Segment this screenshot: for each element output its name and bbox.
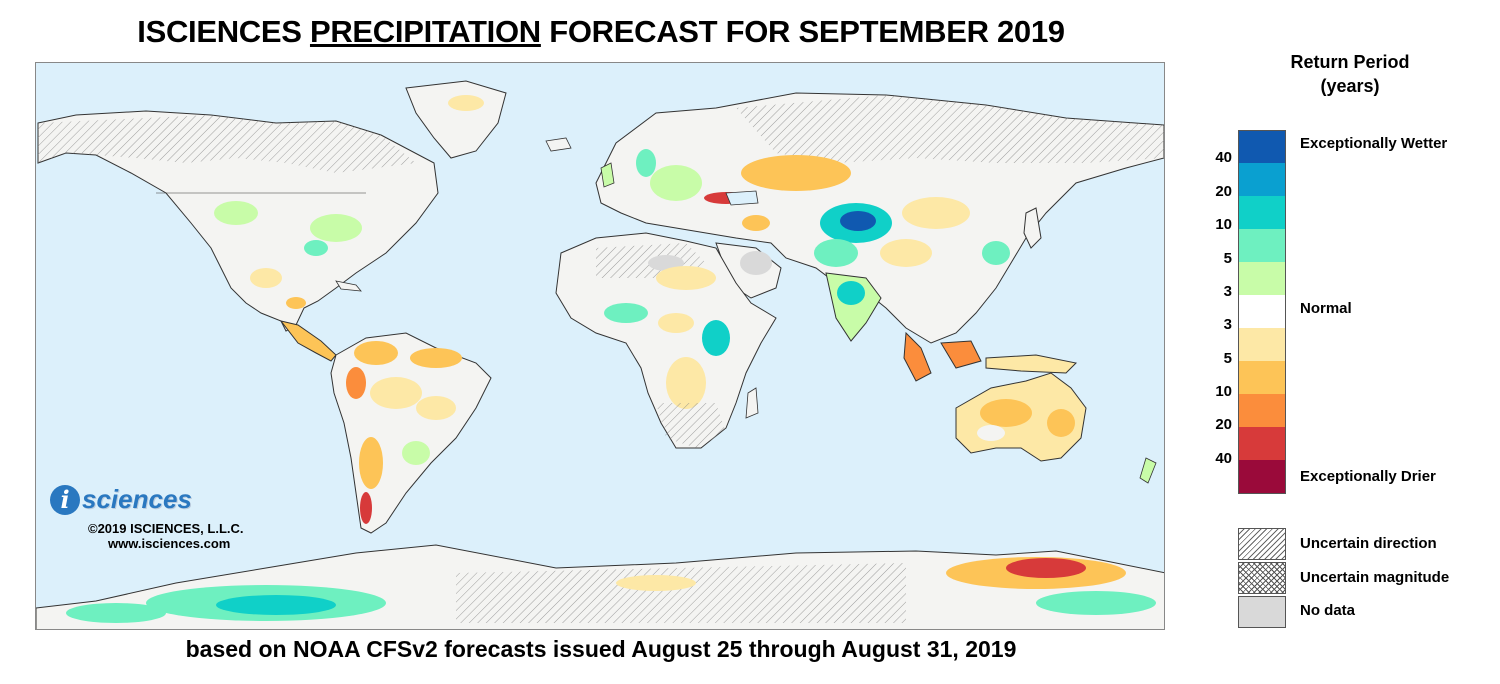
color-swatch xyxy=(1238,394,1286,427)
isciences-branding: i sciences ©2019 ISCIENCES, L.L.C. www.i… xyxy=(50,484,300,551)
tick-label: 5 xyxy=(1223,250,1232,267)
color-swatch xyxy=(1238,328,1286,361)
color-swatch xyxy=(1238,130,1286,163)
map-title: ISCIENCES PRECIPITATION FORECAST FOR SEP… xyxy=(36,14,1166,50)
tick-label: 3 xyxy=(1223,316,1232,333)
antarctica xyxy=(36,544,1164,629)
logo-badge-icon: i xyxy=(50,484,80,515)
tick-label: 40 xyxy=(1215,149,1232,166)
south-america xyxy=(330,332,492,534)
legend-title-line1: Return Period xyxy=(1290,52,1410,72)
tick-label: 3 xyxy=(1223,283,1232,300)
uncertain-direction-label: Uncertain direction xyxy=(1300,535,1437,552)
exceptionally-wetter-label: Exceptionally Wetter xyxy=(1300,135,1448,152)
logo-wordmark: sciences xyxy=(82,484,192,514)
australia xyxy=(955,372,1157,484)
uncertain-magnitude-swatch xyxy=(1238,562,1286,594)
website-link[interactable]: www.isciences.com xyxy=(108,536,231,551)
normal-label: Normal xyxy=(1300,300,1352,317)
copyright-notice: ©2019 ISCIENCES, L.L.C. xyxy=(88,521,244,536)
color-swatch xyxy=(1238,196,1286,229)
tick-label: 20 xyxy=(1215,183,1232,200)
color-swatch xyxy=(1238,361,1286,394)
isciences-logo[interactable]: i sciences xyxy=(50,484,300,515)
tick-label: 5 xyxy=(1223,350,1232,367)
world-map[interactable] xyxy=(35,62,1165,630)
exceptionally-drier-label: Exceptionally Drier xyxy=(1300,468,1436,485)
north-america xyxy=(37,80,507,362)
legend-title-line2: (years) xyxy=(1320,76,1380,96)
forecast-source-caption: based on NOAA CFSv2 forecasts issued Aug… xyxy=(185,636,1017,662)
color-swatch xyxy=(1238,427,1286,460)
africa xyxy=(555,232,777,449)
uncertain-magnitude-label: Uncertain magnitude xyxy=(1300,569,1450,586)
tick-label: 20 xyxy=(1215,416,1232,433)
uncertain-direction-swatch xyxy=(1238,528,1286,560)
tick-label: 10 xyxy=(1215,383,1232,400)
title-suffix: FORECAST FOR SEPTEMBER 2019 xyxy=(540,14,1065,49)
color-swatch xyxy=(1238,163,1286,196)
title-prefix: ISCIENCES xyxy=(137,14,310,49)
no-data-swatch xyxy=(1238,596,1286,628)
color-scale xyxy=(1238,130,1286,493)
color-swatch xyxy=(1238,295,1286,328)
color-swatch xyxy=(1238,262,1286,295)
legend-title: Return Period (years) xyxy=(1240,50,1460,98)
color-swatch xyxy=(1238,460,1286,493)
tick-label: 10 xyxy=(1215,216,1232,233)
tick-label: 40 xyxy=(1215,450,1232,467)
color-swatch xyxy=(1238,229,1286,262)
no-data-label: No data xyxy=(1300,602,1356,619)
title-underlined-word: PRECIPITATION xyxy=(309,14,541,49)
eurasia xyxy=(545,92,1164,382)
